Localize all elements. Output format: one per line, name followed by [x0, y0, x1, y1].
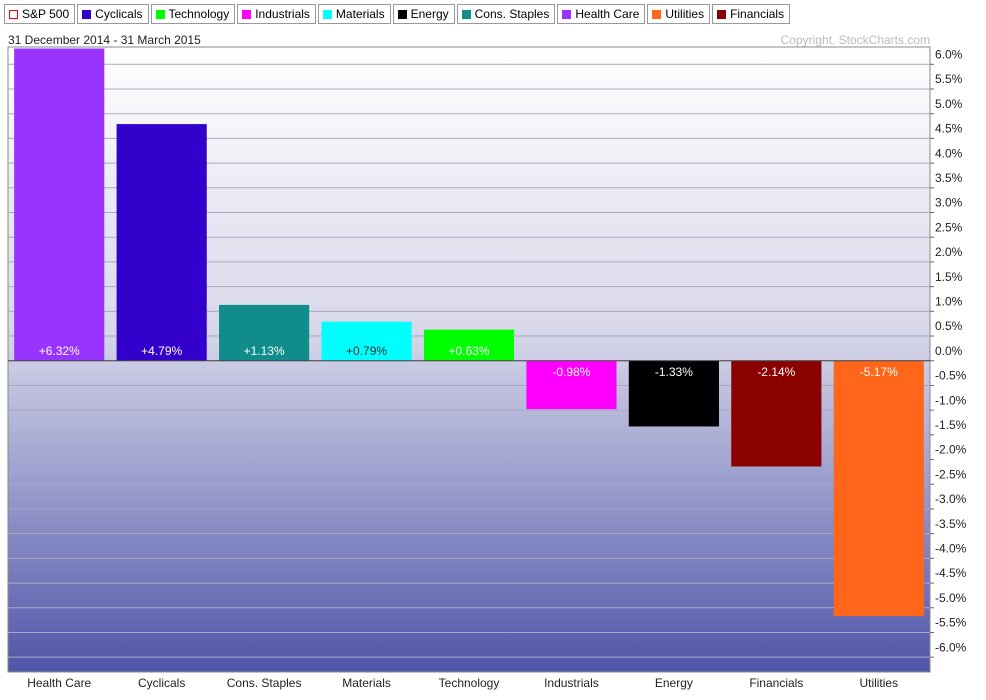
bar	[321, 321, 412, 361]
legend-swatch	[717, 9, 727, 19]
bar	[628, 360, 719, 427]
y-tick-label: 4.5%	[935, 122, 963, 136]
y-tick-label: -4.5%	[935, 566, 967, 580]
y-tick-label: 5.0%	[935, 97, 963, 111]
value-label: +0.79%	[346, 344, 387, 358]
y-tick-label: 0.0%	[935, 344, 963, 358]
bar	[526, 360, 617, 410]
legend-item[interactable]: Technology	[150, 4, 236, 24]
legend-item[interactable]: Industrials	[237, 4, 316, 24]
value-label: +0.63%	[448, 344, 489, 358]
legend: S&P 500 Cyclicals Technology Industrials Mat…	[4, 4, 791, 24]
y-tick-label: -3.0%	[935, 492, 967, 506]
legend-swatch	[322, 9, 332, 19]
legend-item[interactable]: Energy	[392, 4, 455, 24]
copyright: Copyright, StockCharts.com	[781, 33, 930, 47]
x-tick-label: Industrials	[544, 676, 599, 690]
legend-item[interactable]: Materials	[317, 4, 391, 24]
y-tick-label: 3.5%	[935, 171, 963, 185]
y-tick-label: -4.0%	[935, 542, 967, 556]
x-tick-label: Energy	[655, 676, 693, 690]
value-label: -0.98%	[552, 365, 590, 379]
y-tick-label: -2.5%	[935, 467, 967, 481]
y-tick-label: -3.5%	[935, 517, 967, 531]
y-tick-label: 1.5%	[935, 270, 963, 284]
legend-label: Materials	[335, 7, 385, 21]
subtitle: 31 December 2014 - 31 March 2015	[8, 33, 201, 47]
bar	[833, 360, 924, 617]
x-tick-label: Cons. Staples	[227, 676, 302, 690]
legend-swatch	[562, 9, 572, 19]
legend-swatch	[461, 9, 471, 19]
x-tick-label: Utilities	[859, 676, 898, 690]
legend-item[interactable]: Financials	[712, 4, 791, 24]
y-tick-label: -6.0%	[935, 640, 967, 654]
y-tick-label: 5.5%	[935, 72, 963, 86]
value-label: +1.13%	[244, 344, 285, 358]
x-tick-label: Health Care	[27, 676, 91, 690]
legend-item[interactable]: Cons. Staples	[456, 4, 556, 24]
legend-label: Health Care	[575, 7, 640, 21]
y-tick-label: -2.0%	[935, 443, 967, 457]
y-tick-label: 3.0%	[935, 196, 963, 210]
legend-item[interactable]: Utilities	[647, 4, 711, 24]
legend-swatch	[155, 9, 165, 19]
legend-item[interactable]: Cyclicals	[77, 4, 149, 24]
y-tick-label: -1.5%	[935, 418, 967, 432]
y-tick-label: 4.0%	[935, 146, 963, 160]
legend-item[interactable]: Health Care	[557, 4, 646, 24]
x-tick-label: Cyclicals	[138, 676, 185, 690]
legend-label: Cyclicals	[95, 7, 143, 21]
bar	[14, 48, 105, 361]
legend-label: Industrials	[255, 7, 310, 21]
bar	[731, 360, 822, 467]
legend-label: Financials	[730, 7, 785, 21]
y-tick-label: -0.5%	[935, 369, 967, 383]
value-label: -2.14%	[757, 365, 795, 379]
value-label: +6.32%	[39, 344, 80, 358]
y-tick-label: -5.0%	[935, 591, 967, 605]
legend-label: S&P 500	[22, 7, 70, 21]
y-tick-label: 2.5%	[935, 220, 963, 234]
legend-swatch	[82, 9, 92, 19]
y-tick-label: 0.5%	[935, 319, 963, 333]
legend-label: Utilities	[665, 7, 705, 21]
legend-label: Technology	[168, 7, 230, 21]
value-label: -5.17%	[860, 365, 898, 379]
bar	[423, 329, 515, 361]
x-tick-label: Technology	[439, 676, 500, 690]
legend-swatch	[242, 9, 252, 19]
y-tick-label: -5.5%	[935, 616, 967, 630]
legend-swatch	[652, 9, 662, 19]
y-tick-label: 6.0%	[935, 47, 963, 61]
bar	[116, 124, 207, 361]
x-tick-label: Financials	[749, 676, 803, 690]
legend-swatch	[9, 9, 18, 19]
legend-label: Energy	[410, 7, 449, 21]
value-label: -1.33%	[655, 365, 693, 379]
x-tick-label: Materials	[342, 676, 391, 690]
legend-label: Cons. Staples	[474, 7, 550, 21]
legend-item[interactable]: S&P 500	[4, 4, 76, 24]
y-tick-label: 2.0%	[935, 245, 963, 259]
y-tick-label: 1.0%	[935, 294, 963, 308]
bar	[219, 304, 310, 361]
y-tick-label: -1.0%	[935, 393, 967, 407]
value-label: +4.79%	[141, 344, 182, 358]
legend-swatch	[397, 9, 407, 19]
